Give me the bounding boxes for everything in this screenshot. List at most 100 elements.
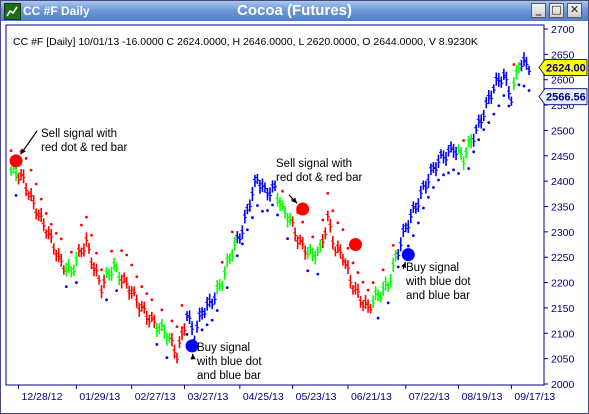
stop-dot: [150, 298, 154, 302]
price-bar: [102, 274, 107, 289]
price-bar: [300, 236, 305, 250]
stop-dot: [155, 343, 159, 346]
stop-dot: [507, 104, 511, 108]
close-button[interactable]: ✕: [567, 3, 582, 18]
price-bar: [247, 199, 252, 212]
maximize-icon: □: [551, 3, 562, 16]
sell-signal: [348, 238, 362, 252]
price-bar: [303, 245, 308, 260]
stop-dot: [235, 254, 239, 258]
y-tick-label: 2250: [551, 252, 575, 264]
stop-dot: [331, 209, 335, 213]
stop-dot: [115, 289, 119, 293]
stop-dot: [487, 121, 491, 124]
price-bar: [403, 222, 408, 233]
x-tick-label: 09/17/13: [514, 391, 555, 403]
x-tick-label: 08/19/13: [462, 391, 503, 403]
stop-dot: [250, 216, 254, 219]
stop-dot: [467, 167, 471, 170]
price-bar: [338, 244, 343, 259]
price-bar: [446, 145, 451, 157]
stop-dot: [105, 298, 108, 302]
price-bar: [250, 186, 255, 202]
title-bar[interactable]: CC #F Daily Cocoa (Futures) _ □ ✕: [1, 1, 588, 21]
stop-dot: [416, 221, 420, 225]
price-bar: [104, 267, 109, 279]
price-bar: [295, 235, 300, 250]
stop-dot: [74, 281, 78, 284]
minimize-button[interactable]: _: [531, 3, 546, 18]
price-bar: [182, 323, 187, 336]
arrow-head: [190, 353, 196, 360]
price-bar: [205, 297, 210, 311]
y-tick-label: 2650: [551, 49, 575, 61]
stop-dot: [85, 215, 88, 219]
price-bar: [177, 336, 182, 349]
arrow-head: [401, 262, 407, 269]
stop-dot: [396, 265, 400, 269]
price-bar: [71, 264, 76, 277]
stop-dot: [361, 280, 365, 284]
stop-dot: [210, 318, 214, 322]
stop-dot: [240, 242, 244, 246]
y-tick-label: 2700: [551, 24, 575, 36]
price-bar: [330, 235, 335, 250]
price-bar: [84, 232, 89, 247]
stop-dot: [517, 83, 521, 87]
price-bar: [265, 187, 270, 201]
price-bar: [91, 262, 96, 277]
price-bar: [157, 323, 162, 334]
price-bar: [167, 332, 172, 343]
stop-dot: [230, 230, 234, 234]
stop-dot: [39, 197, 43, 201]
price-bar: [401, 223, 406, 238]
price-bar: [252, 174, 257, 188]
price-bar: [139, 300, 144, 312]
price-bar: [469, 134, 474, 149]
price-bar: [202, 308, 207, 319]
price-bar: [428, 163, 433, 176]
stop-dot: [442, 173, 445, 177]
price-bar: [179, 325, 184, 341]
stop-dot: [80, 223, 83, 227]
price-bar: [129, 285, 134, 299]
price-bar: [333, 246, 338, 257]
chart-info-line: CC #F [Daily] 10/01/13 -16.0000 C 2624.0…: [13, 36, 478, 48]
price-bar: [21, 169, 26, 184]
price-bar: [245, 203, 250, 215]
stop-dot: [341, 228, 345, 231]
price-bar: [237, 233, 242, 244]
price-bar: [494, 72, 499, 86]
price-bar: [195, 320, 200, 333]
price-bar: [169, 333, 174, 347]
signal-markers: Sell signal with red dot & red bar Buy sig…: [9, 128, 471, 382]
maximize-button[interactable]: □: [549, 3, 564, 18]
stop-dot: [462, 139, 466, 142]
stop-dot: [271, 203, 274, 207]
price-bar: [386, 282, 391, 292]
date-axis: 12/28/12 01/29/13 02/27/13 03/27/13 04/25/13…: [18, 385, 555, 403]
stop-dot: [125, 253, 129, 257]
price-bar: [335, 240, 340, 254]
stop-dot: [245, 228, 249, 232]
stop-dot: [95, 251, 98, 255]
signal-annotation-text: red dot & red bar: [276, 172, 362, 184]
stop-dot: [145, 292, 149, 295]
price-bar: [413, 202, 418, 214]
price-bar: [215, 280, 220, 295]
x-tick-label: 12/28/12: [22, 391, 63, 403]
x-tick-label: 06/21/13: [351, 391, 392, 403]
price-bar: [142, 301, 147, 314]
price-tag-label: 2624.00: [546, 63, 586, 75]
price-tag: 2624.00: [538, 59, 588, 76]
price-bar: [212, 292, 217, 305]
stop-dot: [346, 246, 350, 250]
stop-dot: [336, 221, 340, 225]
price-bar: [89, 257, 94, 270]
price-bar: [519, 59, 524, 72]
y-tick-label: 2000: [551, 379, 575, 391]
stop-dot: [44, 212, 48, 215]
stop-dot: [421, 206, 425, 210]
price-bar: [290, 216, 295, 227]
